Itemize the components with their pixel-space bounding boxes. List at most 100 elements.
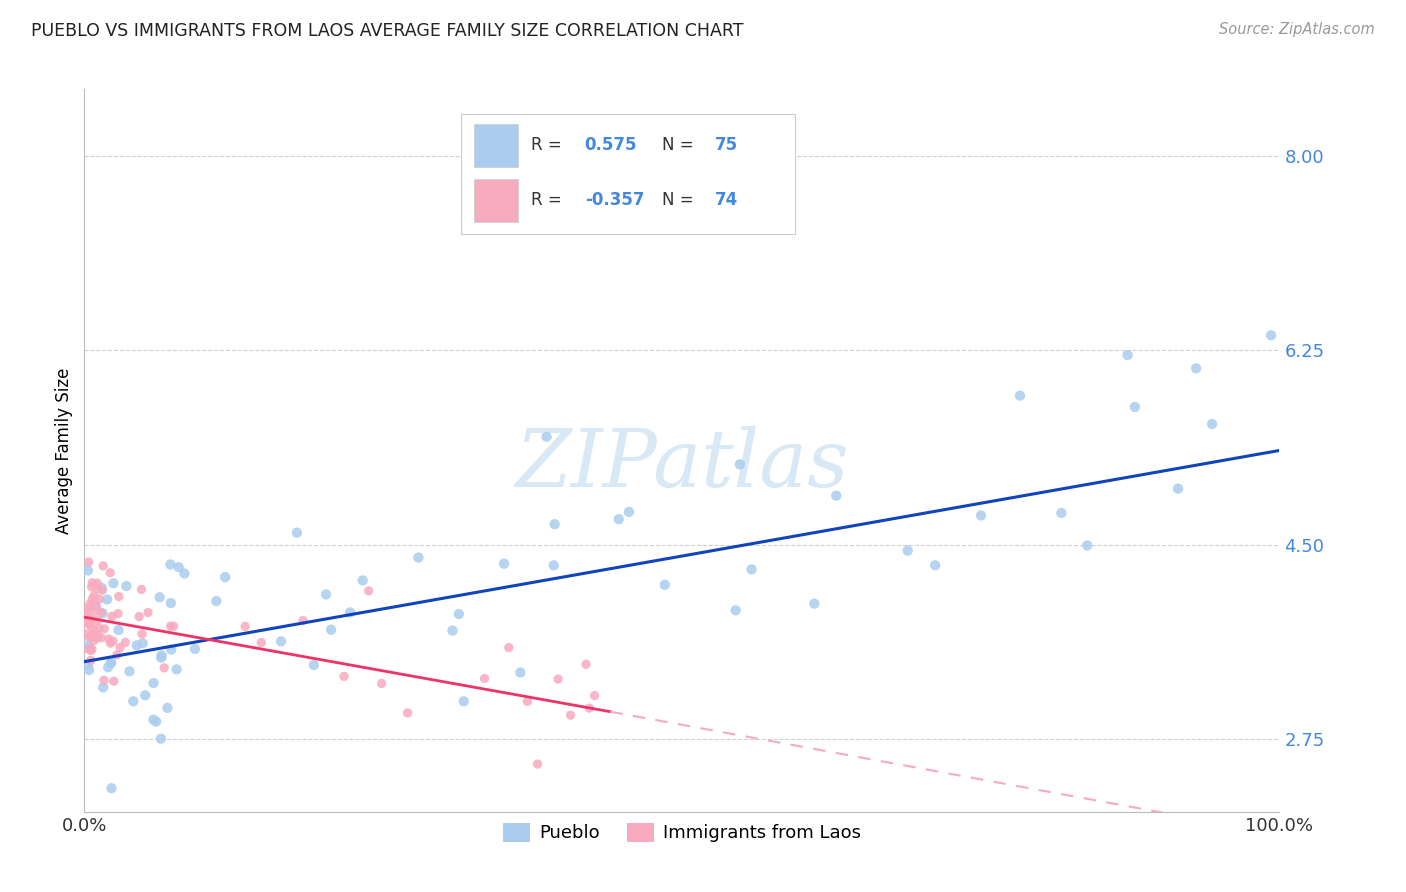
Point bbox=[970, 508, 993, 523]
Point bbox=[84, 598, 107, 612]
Point bbox=[543, 558, 565, 573]
Point bbox=[408, 550, 430, 565]
Point bbox=[166, 662, 188, 676]
Point bbox=[617, 505, 640, 519]
Point bbox=[125, 638, 148, 652]
Point bbox=[91, 583, 114, 598]
Point bbox=[82, 622, 104, 636]
Point bbox=[77, 555, 100, 569]
Point bbox=[167, 560, 190, 574]
Point bbox=[321, 623, 343, 637]
Point bbox=[156, 701, 179, 715]
Point bbox=[80, 643, 103, 657]
Point bbox=[82, 607, 104, 621]
Point bbox=[302, 657, 325, 672]
Point bbox=[87, 628, 110, 642]
Point bbox=[205, 594, 228, 608]
Point bbox=[536, 430, 558, 444]
Point bbox=[162, 619, 184, 633]
Point bbox=[107, 607, 129, 621]
Point bbox=[80, 642, 103, 657]
Point bbox=[76, 603, 98, 617]
Point bbox=[114, 635, 136, 649]
Point bbox=[100, 781, 122, 796]
Point bbox=[118, 665, 141, 679]
Text: Source: ZipAtlas.com: Source: ZipAtlas.com bbox=[1219, 22, 1375, 37]
Point bbox=[149, 731, 172, 746]
Point bbox=[333, 669, 356, 683]
Point bbox=[1185, 361, 1208, 376]
Point bbox=[98, 566, 121, 580]
Point bbox=[447, 607, 470, 621]
Point bbox=[142, 713, 165, 727]
Point bbox=[474, 672, 496, 686]
Point bbox=[352, 574, 374, 588]
Point bbox=[173, 566, 195, 581]
Point bbox=[1201, 417, 1223, 431]
Point bbox=[79, 618, 101, 632]
Point bbox=[544, 517, 567, 532]
Point bbox=[79, 597, 101, 611]
Point bbox=[86, 614, 108, 628]
Point bbox=[370, 676, 392, 690]
Point bbox=[79, 616, 101, 631]
Point bbox=[89, 592, 111, 607]
Point bbox=[441, 624, 464, 638]
Point bbox=[924, 558, 946, 573]
Point bbox=[115, 579, 138, 593]
Point bbox=[516, 694, 538, 708]
Point bbox=[101, 609, 124, 624]
Point bbox=[77, 663, 100, 677]
Point bbox=[97, 660, 120, 674]
Point bbox=[315, 587, 337, 601]
Point bbox=[131, 627, 153, 641]
Point bbox=[1076, 539, 1098, 553]
Point bbox=[270, 634, 292, 648]
Point bbox=[150, 648, 173, 663]
Point bbox=[285, 525, 308, 540]
Point bbox=[86, 599, 108, 614]
Point bbox=[96, 592, 118, 607]
Point bbox=[1116, 348, 1139, 362]
Point bbox=[108, 640, 131, 655]
Point bbox=[583, 689, 606, 703]
Point bbox=[82, 629, 104, 643]
Point bbox=[82, 575, 104, 590]
Point bbox=[75, 611, 97, 625]
Point bbox=[77, 642, 100, 657]
Point bbox=[453, 694, 475, 708]
Point bbox=[83, 589, 105, 603]
Point bbox=[1123, 400, 1146, 414]
Point bbox=[107, 590, 129, 604]
Point bbox=[134, 688, 156, 702]
Point bbox=[80, 653, 103, 667]
Point bbox=[86, 630, 108, 644]
Point bbox=[184, 641, 207, 656]
Point bbox=[100, 636, 122, 650]
Point bbox=[214, 570, 236, 584]
Point bbox=[897, 543, 920, 558]
Point bbox=[292, 614, 315, 628]
Point bbox=[825, 489, 848, 503]
Point bbox=[128, 609, 150, 624]
Point bbox=[159, 558, 181, 572]
Point bbox=[122, 694, 145, 708]
Point bbox=[131, 582, 153, 597]
Point bbox=[1167, 482, 1189, 496]
Point bbox=[91, 558, 114, 573]
Point bbox=[100, 656, 122, 670]
Point bbox=[77, 601, 100, 615]
Point bbox=[498, 640, 520, 655]
Point bbox=[79, 613, 101, 627]
Point bbox=[724, 603, 747, 617]
Point bbox=[76, 627, 98, 641]
Point bbox=[159, 619, 181, 633]
Point bbox=[1008, 389, 1031, 403]
Point bbox=[86, 582, 108, 596]
Point bbox=[79, 631, 101, 645]
Point bbox=[509, 665, 531, 680]
Point bbox=[803, 597, 825, 611]
Point bbox=[101, 634, 124, 648]
Point bbox=[97, 632, 120, 647]
Point bbox=[1050, 506, 1073, 520]
